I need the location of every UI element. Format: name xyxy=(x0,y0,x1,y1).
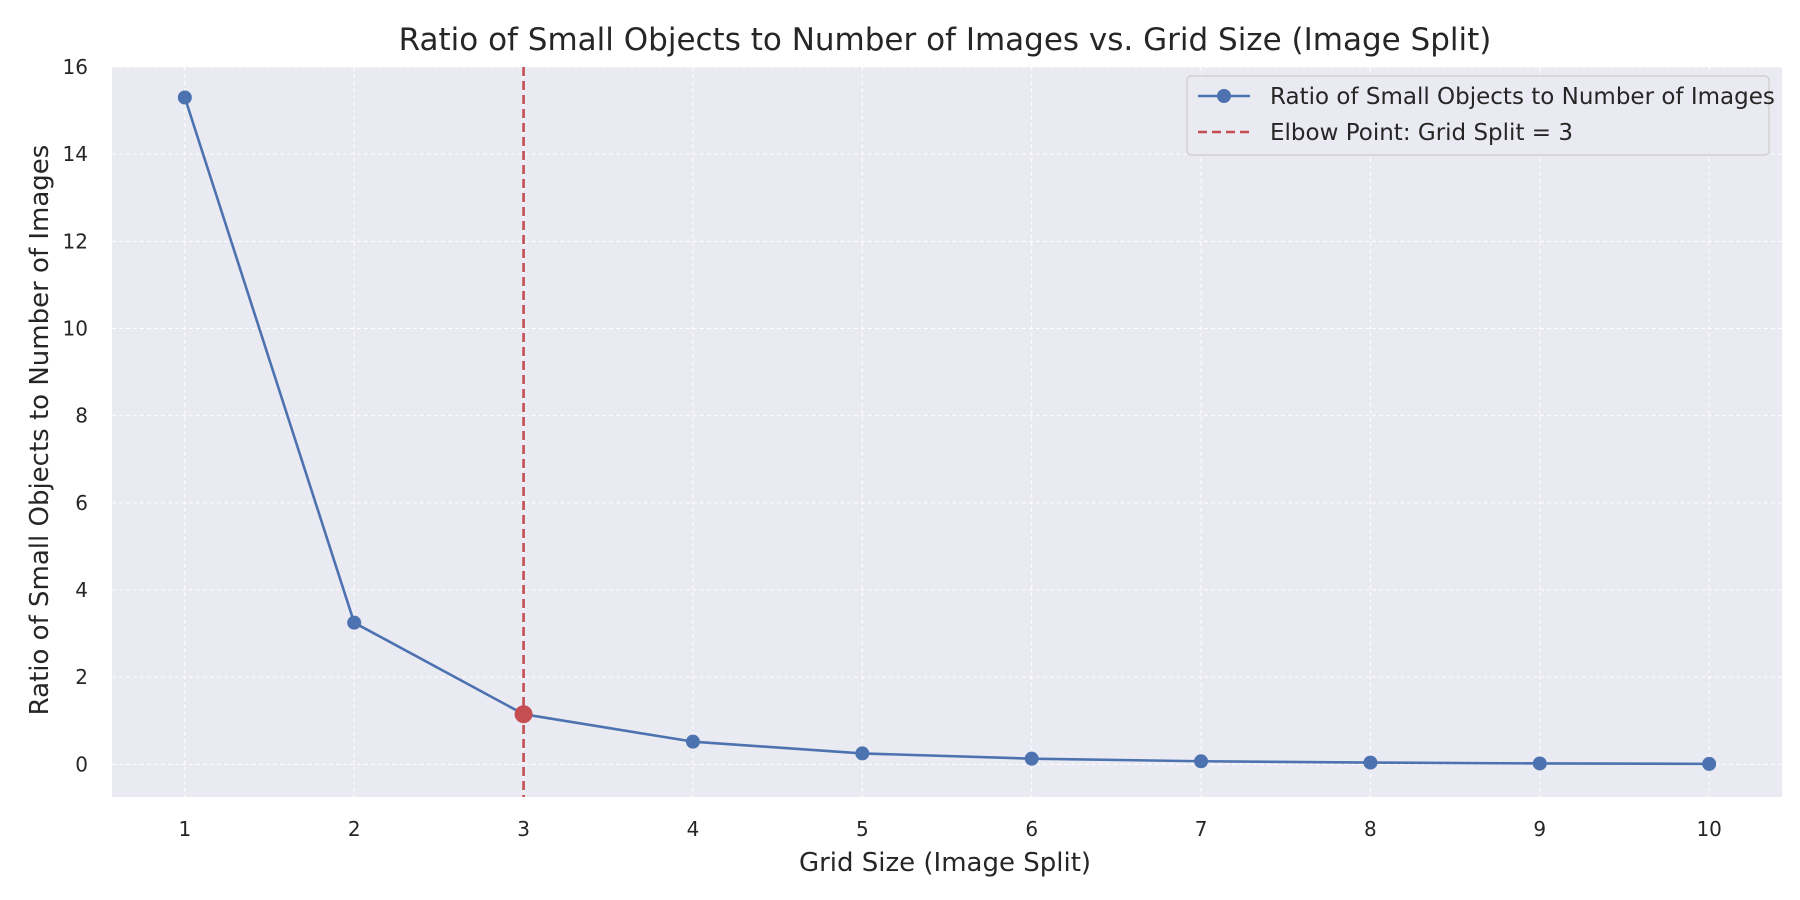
elbow-highlight-point xyxy=(514,705,533,724)
series-layer xyxy=(177,90,1717,771)
legend: Ratio of Small Objects to Number of Imag… xyxy=(1186,75,1775,156)
x-tick-label: 6 xyxy=(1025,817,1038,841)
y-tick-label: 8 xyxy=(75,404,88,428)
x-tick-label: 7 xyxy=(1195,817,1208,841)
chart-title: Ratio of Small Objects to Number of Imag… xyxy=(399,22,1492,58)
x-tick-labels: 1 2 3 4 5 6 7 8 9 10 xyxy=(178,817,1721,841)
x-tick-label: 8 xyxy=(1364,817,1377,841)
data-point xyxy=(177,90,192,105)
data-point xyxy=(1194,754,1209,769)
data-point xyxy=(1532,756,1547,771)
y-tick-label: 10 xyxy=(63,316,88,340)
data-point xyxy=(1702,756,1717,771)
x-grid-lines xyxy=(184,67,1710,797)
legend-box xyxy=(1186,75,1770,156)
y-tick-label: 2 xyxy=(75,665,88,689)
x-tick-label: 2 xyxy=(348,817,361,841)
x-tick-label: 10 xyxy=(1696,817,1721,841)
y-tick-label: 16 xyxy=(63,55,88,79)
y-tick-label: 6 xyxy=(75,491,88,515)
data-point xyxy=(855,746,870,761)
y-tick-label: 12 xyxy=(63,229,88,253)
highlight-layer xyxy=(514,705,533,724)
x-tick-label: 4 xyxy=(687,817,700,841)
plot-area xyxy=(112,67,1782,797)
data-point xyxy=(1024,751,1039,766)
x-tick-label: 9 xyxy=(1533,817,1546,841)
x-tick-label: 5 xyxy=(856,817,869,841)
y-axis-title: Ratio of Small Objects to Number of Imag… xyxy=(25,145,55,716)
series-line xyxy=(183,97,1710,766)
y-grid-lines xyxy=(112,66,1782,765)
y-tick-label: 14 xyxy=(63,142,88,166)
y-tick-labels: 0 2 4 6 8 10 12 14 16 xyxy=(63,55,88,776)
x-tick-label: 1 xyxy=(178,817,191,841)
x-axis-title: Grid Size (Image Split) xyxy=(799,848,1091,878)
data-point xyxy=(1363,755,1378,770)
legend-series-label: Ratio of Small Objects to Number of Imag… xyxy=(1270,84,1775,110)
legend-series-marker xyxy=(1217,89,1231,103)
legend-elbow-label: Elbow Point: Grid Split = 3 xyxy=(1270,120,1573,146)
data-point xyxy=(347,615,362,630)
y-tick-label: 0 xyxy=(75,752,88,776)
y-tick-label: 4 xyxy=(75,578,88,602)
data-point xyxy=(685,734,700,749)
x-tick-label: 3 xyxy=(517,817,530,841)
